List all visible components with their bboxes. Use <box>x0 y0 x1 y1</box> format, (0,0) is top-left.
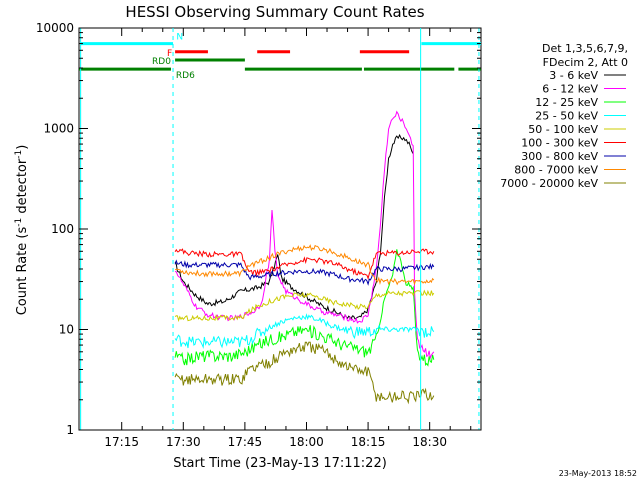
x-tick-label-1: 17:30 <box>166 435 201 449</box>
legend-label-3: 25 - 50 keV <box>535 110 598 123</box>
legend-label-2: 12 - 25 keV <box>535 96 598 109</box>
y-axis-title-sup1: -1 <box>14 218 24 227</box>
legend-label-0: 3 - 6 keV <box>549 69 598 82</box>
state-label-rd0: RD0 <box>152 57 171 67</box>
x-tick-label-4: 18:15 <box>351 435 386 449</box>
state-label-f: F <box>167 49 172 59</box>
y-tick-label-4: 10000 <box>36 21 74 35</box>
y-tick-label-0: 1 <box>66 423 74 437</box>
y-tick-label-2: 100 <box>51 222 74 236</box>
series-line-3 <box>174 313 435 349</box>
legend-label-4: 50 - 100 keV <box>528 123 598 136</box>
legend-label-8: 7000 - 20000 keV <box>500 177 598 190</box>
legend-header-line-2: FDecim 2, Att 0 <box>543 56 628 69</box>
y-axis-title-mid: detector <box>15 158 30 218</box>
state-label-rd6: RD6 <box>176 71 195 81</box>
series-line-5 <box>174 248 435 280</box>
series-layer <box>174 110 435 405</box>
series-line-1 <box>174 110 435 360</box>
y-axis-title: Count Rate (s-1 detector-1) <box>14 145 30 316</box>
legend-label-6: 300 - 800 keV <box>521 150 598 163</box>
y-axis-title-main: Count Rate (s <box>15 227 30 316</box>
y-axis-title-sup2: -1 <box>14 150 24 159</box>
footer-timestamp: 23-May-2013 18:52 <box>559 469 637 478</box>
legend-header-line-1: Det 1,3,5,6,7,9, <box>542 42 628 55</box>
x-tick-label-3: 18:00 <box>289 435 324 449</box>
legend-label-5: 100 - 300 keV <box>521 137 598 150</box>
chart-title: HESSI Observing Summary Count Rates <box>125 3 424 21</box>
x-axis-title: Start Time (23-May-13 17:11:22) <box>173 456 387 471</box>
y-axis: 1 10 100 1000 10000 <box>36 21 481 437</box>
series-line-4 <box>174 289 435 323</box>
y-axis-title-end: ) <box>15 145 30 150</box>
legend-label-7: 800 - 7000 keV <box>514 164 598 177</box>
x-axis: 17:15 17:30 17:45 18:00 18:15 18:30 <box>104 28 472 449</box>
series-line-7 <box>174 244 435 286</box>
series-line-8 <box>174 341 435 405</box>
x-tick-label-5: 18:30 <box>412 435 447 449</box>
legend-label-1: 6 - 12 keV <box>542 83 598 96</box>
state-label-n: N <box>176 33 183 43</box>
y-tick-label-3: 1000 <box>43 122 74 136</box>
x-tick-label-0: 17:15 <box>104 435 139 449</box>
y-tick-label-1: 10 <box>59 323 74 337</box>
legend: Det 1,3,5,6,7,9, FDecim 2, Att 0 3 - 6 k… <box>500 42 628 190</box>
series-line-6 <box>174 259 435 286</box>
x-tick-label-2: 17:45 <box>228 435 263 449</box>
